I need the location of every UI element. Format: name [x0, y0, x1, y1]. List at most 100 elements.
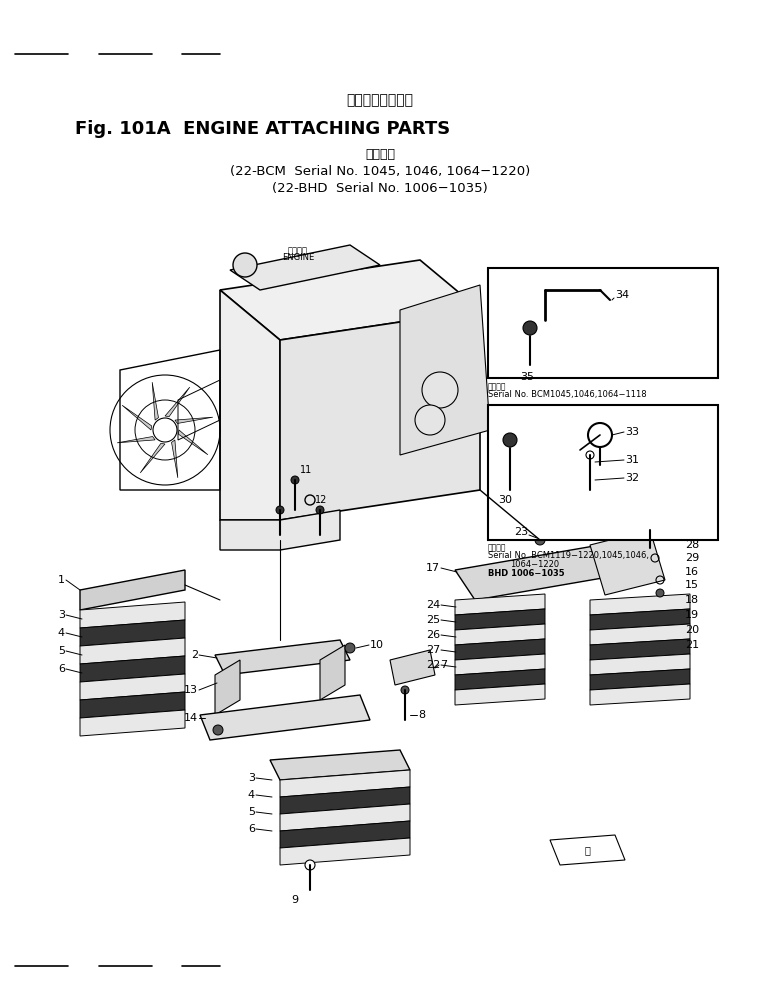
Text: 8: 8: [418, 710, 425, 720]
Text: (22-BCM  Serial No. 1045, 1046, 1064−1220): (22-BCM Serial No. 1045, 1046, 1064−1220…: [230, 165, 530, 178]
Text: 19: 19: [685, 610, 699, 620]
Text: 1: 1: [58, 575, 65, 585]
Text: 25: 25: [426, 615, 440, 625]
Text: 21: 21: [685, 640, 699, 650]
Text: 22: 22: [426, 660, 440, 670]
Polygon shape: [590, 639, 690, 660]
Polygon shape: [280, 838, 410, 865]
Text: 正: 正: [584, 845, 590, 855]
Polygon shape: [80, 692, 185, 718]
Text: 5: 5: [58, 646, 65, 656]
Text: Serial No. BCM1045,1046,1064−1118: Serial No. BCM1045,1046,1064−1118: [488, 390, 647, 399]
Text: 12: 12: [315, 495, 327, 505]
Text: 2: 2: [191, 650, 198, 660]
Text: 適用号機: 適用号機: [365, 148, 395, 161]
Polygon shape: [165, 387, 190, 416]
Polygon shape: [280, 770, 410, 797]
Text: 1064−1220: 1064−1220: [510, 560, 559, 569]
Polygon shape: [455, 684, 545, 705]
Text: 15: 15: [685, 580, 699, 590]
Polygon shape: [117, 436, 155, 443]
Text: 35: 35: [520, 372, 534, 382]
Text: 適用号機: 適用号機: [488, 382, 506, 391]
Text: 18: 18: [685, 595, 699, 605]
Circle shape: [316, 506, 324, 514]
Text: 4: 4: [248, 790, 255, 800]
Circle shape: [415, 405, 445, 435]
Text: 27: 27: [426, 645, 440, 655]
Text: 5: 5: [248, 807, 255, 817]
Polygon shape: [80, 638, 185, 664]
Circle shape: [422, 372, 458, 408]
Circle shape: [401, 686, 409, 694]
Polygon shape: [280, 821, 410, 848]
Text: 34: 34: [615, 290, 629, 300]
Text: 7: 7: [440, 660, 447, 670]
Polygon shape: [80, 710, 185, 736]
Polygon shape: [270, 750, 410, 780]
Text: 32: 32: [625, 473, 639, 483]
Text: 13: 13: [184, 685, 198, 695]
Polygon shape: [175, 417, 213, 423]
Polygon shape: [220, 260, 480, 340]
Text: 14: 14: [184, 713, 198, 723]
Circle shape: [523, 321, 537, 335]
Polygon shape: [230, 245, 380, 290]
Bar: [488, 268, 718, 378]
Polygon shape: [280, 310, 480, 520]
Text: BHD 1006−1035: BHD 1006−1035: [488, 569, 565, 578]
Polygon shape: [590, 594, 690, 615]
Polygon shape: [80, 570, 185, 610]
Polygon shape: [590, 669, 690, 690]
Polygon shape: [455, 624, 545, 645]
Circle shape: [503, 433, 517, 447]
Polygon shape: [178, 430, 208, 455]
Polygon shape: [455, 669, 545, 690]
Text: 16: 16: [685, 567, 699, 577]
Polygon shape: [80, 620, 185, 646]
Bar: [488, 405, 718, 540]
Text: ENGINE: ENGINE: [282, 253, 314, 262]
Text: 適用号機: 適用号機: [488, 543, 506, 552]
Circle shape: [291, 476, 299, 484]
Polygon shape: [455, 545, 620, 600]
Circle shape: [535, 535, 545, 545]
Polygon shape: [390, 650, 435, 685]
Polygon shape: [400, 285, 490, 455]
Text: 3: 3: [58, 610, 65, 620]
Text: 20: 20: [685, 625, 699, 635]
Polygon shape: [80, 602, 185, 628]
Polygon shape: [172, 440, 178, 478]
Polygon shape: [455, 609, 545, 630]
Circle shape: [233, 253, 257, 277]
Polygon shape: [455, 594, 545, 615]
Polygon shape: [590, 609, 690, 630]
Polygon shape: [215, 640, 350, 675]
Polygon shape: [153, 383, 159, 420]
Text: 28: 28: [685, 540, 699, 550]
Circle shape: [213, 725, 223, 735]
Circle shape: [656, 589, 664, 597]
Text: 31: 31: [625, 455, 639, 465]
Polygon shape: [455, 654, 545, 675]
Polygon shape: [215, 660, 240, 715]
Text: 4: 4: [58, 628, 65, 638]
Circle shape: [305, 860, 315, 870]
Polygon shape: [220, 290, 280, 520]
Polygon shape: [590, 624, 690, 645]
Text: 23: 23: [514, 527, 528, 537]
Text: 3: 3: [248, 773, 255, 783]
Text: 11: 11: [300, 465, 312, 475]
Text: Fig. 101A  ENGINE ATTACHING PARTS: Fig. 101A ENGINE ATTACHING PARTS: [75, 120, 450, 138]
Circle shape: [276, 506, 284, 514]
Polygon shape: [590, 684, 690, 705]
Text: 6: 6: [58, 664, 65, 674]
Polygon shape: [280, 787, 410, 814]
Text: 33: 33: [625, 427, 639, 437]
Polygon shape: [80, 656, 185, 682]
Polygon shape: [80, 674, 185, 700]
Text: 10: 10: [370, 640, 384, 650]
Polygon shape: [280, 804, 410, 831]
Polygon shape: [320, 645, 345, 700]
Text: 6: 6: [248, 824, 255, 834]
